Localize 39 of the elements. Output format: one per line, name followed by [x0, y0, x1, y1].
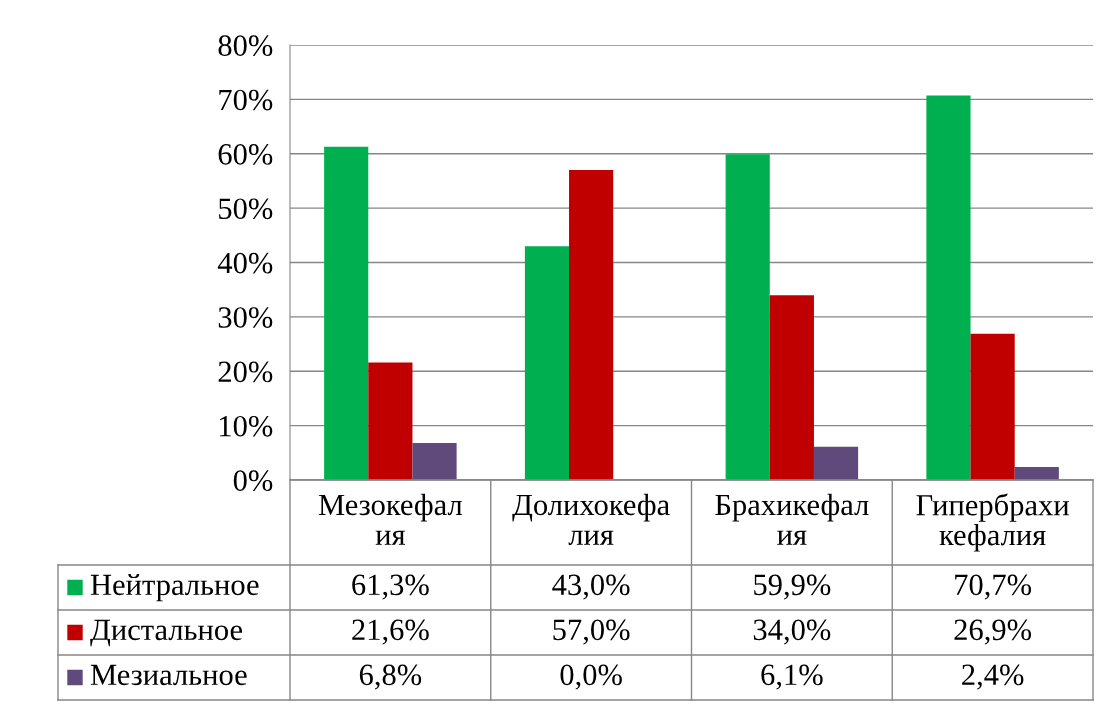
x-tick-label: Мезокефал ия	[318, 493, 463, 545]
y-tick-label: 10%	[220, 415, 273, 437]
y-tick-label: 50%	[219, 198, 273, 220]
data-label: 70,7%	[955, 574, 1032, 600]
bar	[813, 446, 859, 480]
bar	[725, 154, 770, 480]
bar	[926, 95, 971, 480]
data-label: 26,9%	[954, 619, 1032, 645]
data-label: 59,9%	[754, 574, 831, 600]
data-label: 21,6%	[352, 619, 429, 645]
data-label: 2,4%	[962, 664, 1024, 690]
data-label: 43,0%	[552, 574, 630, 600]
bar	[368, 362, 413, 480]
data-label: 61,3%	[352, 574, 429, 600]
x-tick-label: Гипербрахи кефалия	[916, 493, 1069, 552]
bar	[1014, 466, 1059, 480]
y-tick-label: 30%	[218, 307, 273, 328]
bar	[324, 146, 369, 480]
data-label: 0,0%	[560, 664, 622, 690]
data-label: 6,1%	[761, 664, 823, 690]
data-label: 34,0%	[753, 619, 831, 645]
bar	[524, 246, 570, 480]
y-tick-label: 70%	[219, 89, 273, 111]
y-tick-label: 80%	[218, 35, 273, 56]
bar	[569, 170, 614, 480]
y-tick-label: 40%	[217, 252, 273, 274]
x-tick-label: Брахикефал ия	[715, 493, 869, 545]
y-tick-label: 20%	[218, 361, 273, 383]
legend-label: Дистальное	[90, 619, 243, 647]
bar	[970, 333, 1015, 480]
legend-label: Мезиальное	[90, 664, 247, 686]
legend-label: Нейтральное	[90, 573, 259, 602]
y-tick-label: 0%	[233, 470, 273, 491]
y-tick-label: 60%	[218, 144, 273, 165]
bar	[412, 443, 457, 480]
data-label: 57,0%	[553, 619, 630, 645]
data-label: 6,8%	[359, 664, 422, 690]
x-tick-label: Долихокефа лия	[512, 493, 670, 546]
bar	[769, 295, 814, 480]
